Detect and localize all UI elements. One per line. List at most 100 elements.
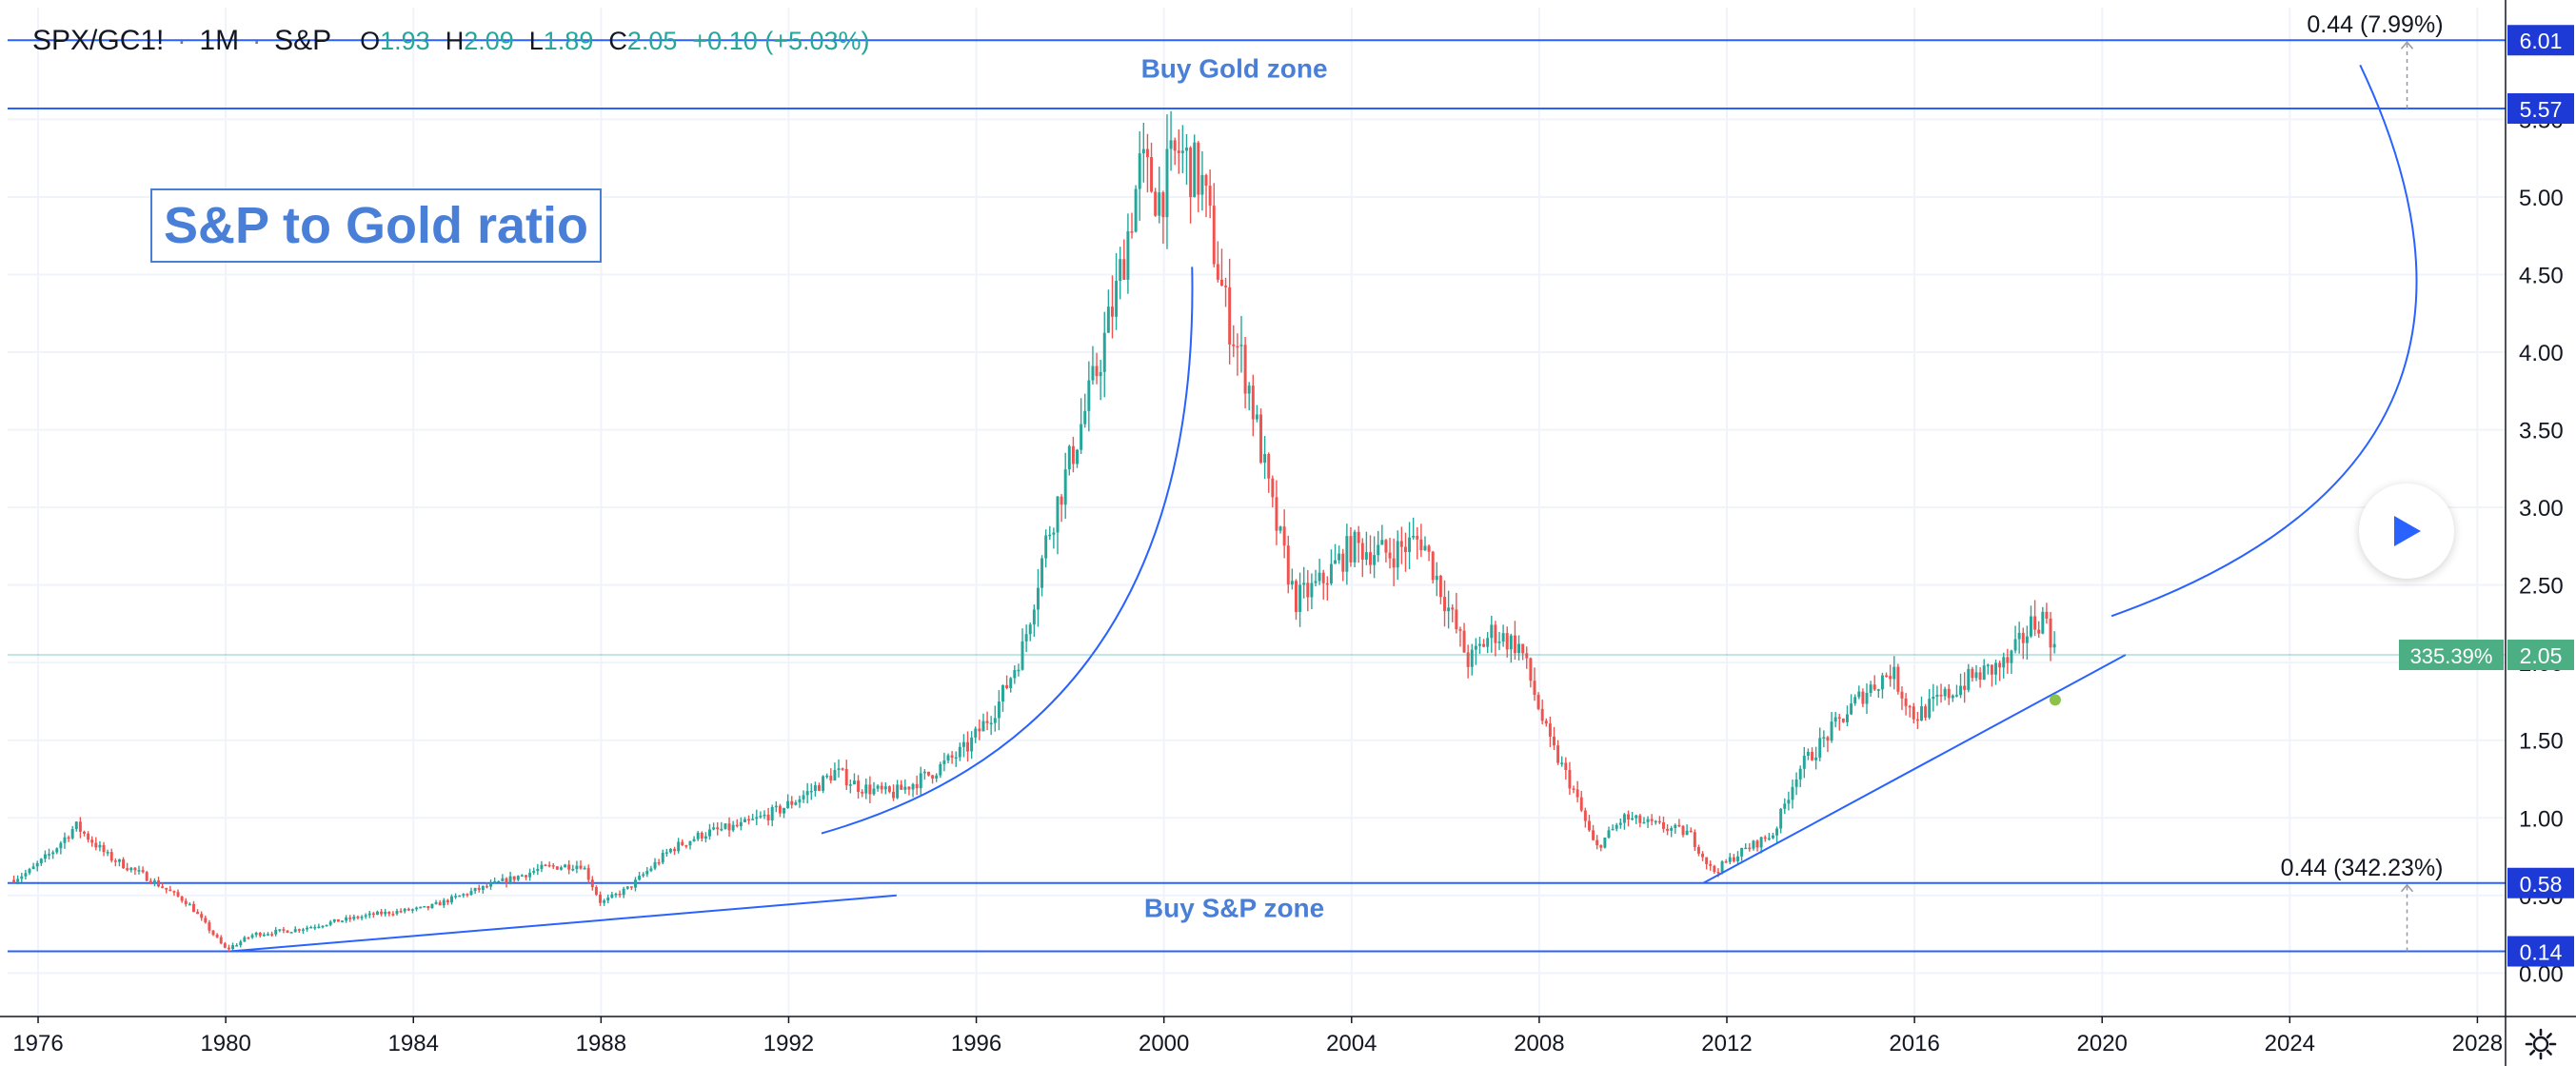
candle-body <box>367 913 371 916</box>
candle-body <box>1412 535 1416 538</box>
time-tick-label: 2016 <box>1889 1031 1939 1056</box>
candle-body <box>1595 839 1599 846</box>
candle-body <box>1705 857 1709 864</box>
candle-body <box>2037 629 2041 634</box>
change-badge-label: 335.39% <box>2410 644 2493 668</box>
candle-body <box>426 906 430 909</box>
candle-body <box>2045 611 2049 619</box>
candle-body <box>700 832 703 839</box>
candle-body <box>993 718 997 723</box>
candle-body <box>1783 803 1787 809</box>
candle-body <box>1455 609 1458 630</box>
candle-body <box>1908 705 1912 708</box>
candle-body <box>525 875 527 878</box>
candle-body <box>1173 140 1177 151</box>
candle-body <box>1197 142 1200 195</box>
candle-body <box>28 869 31 874</box>
candle-body <box>735 824 739 827</box>
candle-body <box>384 911 387 915</box>
candle-body <box>1290 581 1294 585</box>
chart-title-annotation[interactable]: S&P to Gold ratio <box>150 188 603 263</box>
candle-body <box>1939 695 1943 697</box>
candle-body <box>1158 192 1161 216</box>
candle-body <box>31 866 35 870</box>
signal-marker <box>2049 694 2061 706</box>
candle-body <box>423 906 426 908</box>
symbol-name[interactable]: SPX/GC1! <box>32 25 165 56</box>
candle-body <box>848 784 852 786</box>
candle-body <box>1212 206 1216 265</box>
candle-body <box>1615 824 1618 829</box>
candle-body <box>1947 688 1951 699</box>
price-tick-label: 4.50 <box>2519 263 2564 288</box>
candle-body <box>325 924 328 927</box>
candle-body <box>1369 552 1372 565</box>
candle-body <box>477 887 481 890</box>
drawing-layer[interactable]: 0.44 (7.99%) 0.44 (342.23%) <box>229 11 2444 953</box>
measure-arrow <box>2400 883 2414 893</box>
candle-body <box>1360 543 1364 560</box>
time-tick-label: 2008 <box>1514 1031 1564 1056</box>
candle-body <box>258 933 262 937</box>
trend-line <box>1702 654 2127 884</box>
timeframe-label[interactable]: 1M <box>199 25 240 56</box>
candle-body <box>1798 768 1802 780</box>
candle-body <box>1321 572 1325 583</box>
candle-body <box>876 785 880 789</box>
candle-body <box>1935 695 1939 698</box>
candle-body <box>594 887 598 895</box>
candle-body <box>1689 830 1693 833</box>
candle-body <box>966 741 970 752</box>
candle-body <box>399 911 403 913</box>
horizontal-levels[interactable]: Buy Gold zone Buy S&P zone <box>8 39 2506 953</box>
candle-body <box>1451 607 1455 610</box>
settings-button[interactable] <box>2525 1028 2557 1060</box>
candle-body <box>747 819 751 821</box>
candle-body <box>892 791 895 799</box>
candle-body <box>157 880 160 887</box>
candle-body <box>1095 365 1099 377</box>
candle-body <box>1329 563 1333 584</box>
candle-body <box>1603 837 1607 848</box>
candle-body <box>48 854 51 856</box>
candle-body <box>332 918 336 922</box>
candle-body <box>1928 699 1932 718</box>
play-button[interactable] <box>2359 484 2454 579</box>
candle-body <box>1556 745 1560 763</box>
candle-body <box>1959 685 1963 696</box>
time-tick-label: 1976 <box>12 1031 63 1056</box>
candle-body <box>1364 552 1368 560</box>
candle-body <box>696 832 700 839</box>
candle-body <box>1208 186 1212 207</box>
candle-body <box>720 828 723 831</box>
candle-body <box>688 840 692 846</box>
candle-body <box>1080 424 1083 450</box>
candle-body <box>1638 815 1642 823</box>
candle-body <box>1067 445 1071 470</box>
candle-body <box>751 819 755 820</box>
candle-body <box>708 829 711 837</box>
candle-body <box>716 827 720 830</box>
candle-body <box>1477 643 1481 646</box>
candle-body <box>473 887 477 892</box>
candle-body <box>1200 174 1204 195</box>
candle-body <box>211 930 215 936</box>
candle-body <box>922 771 926 774</box>
candle-body <box>501 878 505 881</box>
candle-body <box>731 824 735 831</box>
candle-body <box>1150 157 1154 192</box>
candle-body <box>625 886 629 889</box>
level-price-badge <box>2507 867 2574 898</box>
candle-body <box>868 784 872 795</box>
candle-body <box>1431 551 1435 581</box>
candle-body <box>950 755 954 759</box>
candle-body <box>1627 814 1630 819</box>
candle-body <box>63 837 67 843</box>
candle-body <box>961 741 965 747</box>
candle-body <box>564 864 567 868</box>
change-badge <box>2399 640 2504 671</box>
candle-body <box>723 823 727 829</box>
candle-body <box>1646 819 1650 822</box>
